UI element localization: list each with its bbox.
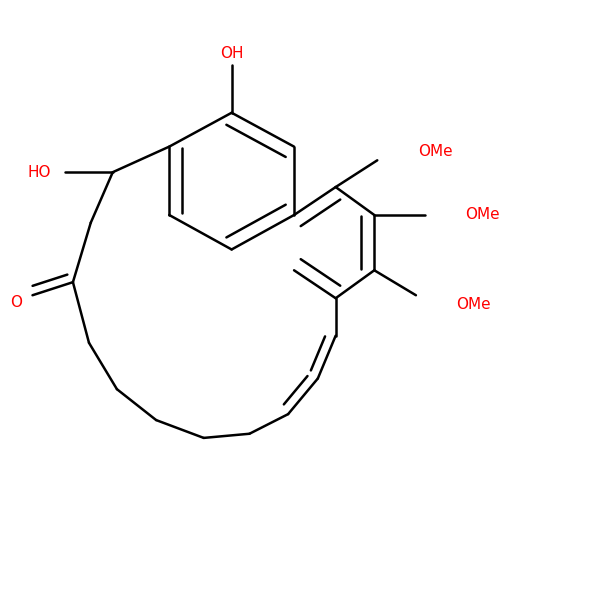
Text: OMe: OMe — [456, 296, 490, 311]
Text: OMe: OMe — [465, 208, 500, 223]
Text: HO: HO — [28, 164, 52, 179]
Text: OH: OH — [220, 46, 244, 61]
Text: O: O — [10, 295, 22, 310]
Text: OMe: OMe — [418, 144, 452, 159]
